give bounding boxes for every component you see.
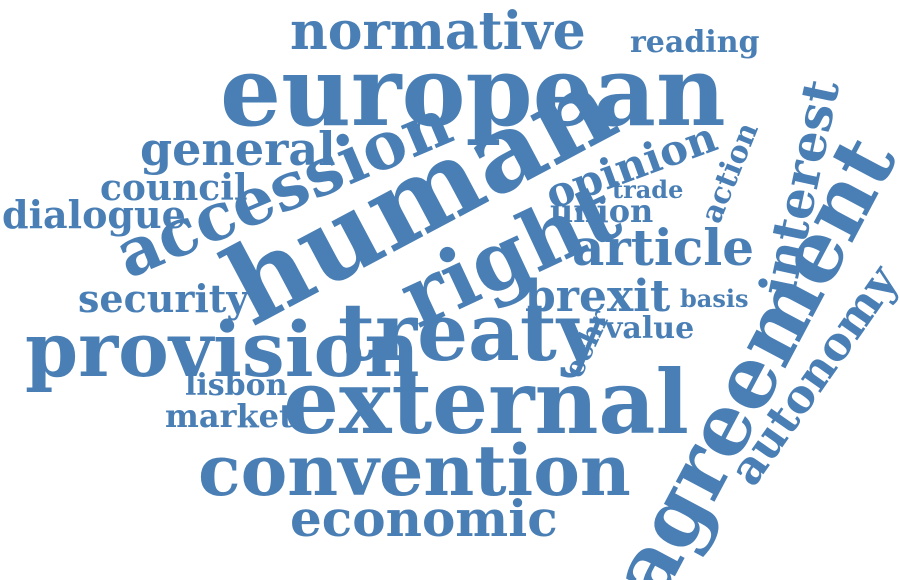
word-market: market (165, 397, 294, 435)
word-council: council (100, 167, 248, 209)
word-trade: trade (612, 175, 684, 204)
word-dialogue: dialogue (2, 192, 186, 237)
word-general: general (140, 122, 336, 176)
word-external: external (283, 350, 689, 454)
word-treaty: treaty (338, 285, 604, 379)
word-union: union (550, 192, 654, 230)
word-brexit: brexit (525, 271, 671, 322)
word-basis: basis (680, 284, 749, 313)
word-european: european (220, 35, 726, 148)
word-value: value (605, 311, 695, 346)
word-convention: convention (198, 429, 631, 512)
word-reading: reading (630, 25, 760, 60)
word-economic: economic (290, 489, 558, 548)
word-normative: normative (290, 1, 586, 62)
word-article: article (572, 218, 755, 277)
word-security: security (78, 276, 249, 321)
word-provision: provision (25, 305, 420, 394)
word-lisbon: lisbon (185, 368, 288, 403)
